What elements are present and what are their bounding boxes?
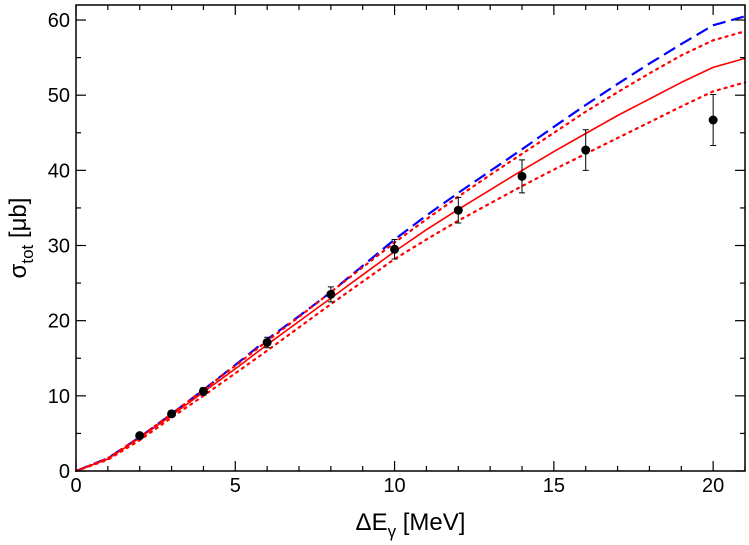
series-dotted-line-2 (74, 30, 747, 473)
data-point (167, 409, 177, 419)
axis-ticks: 0 5 10 15 20 0 10 20 30 40 50 60 (48, 5, 746, 497)
x-axis-title-sub: γ (388, 522, 397, 541)
series-dashed-line-1 (75, 15, 746, 473)
y-tick-label: 20 (48, 311, 70, 333)
y-tick-label: 50 (48, 85, 70, 107)
data-point (326, 286, 336, 303)
theory-curves (74, 15, 747, 473)
plot-frame (75, 4, 746, 472)
y-tick-label: 40 (48, 160, 70, 182)
y-tick-label: 60 (48, 10, 70, 32)
data-point (708, 93, 718, 147)
x-axis-title: ΔEγ [MeV] (356, 509, 466, 541)
data-points (135, 93, 718, 441)
data-point-marker (326, 289, 336, 299)
y-tick-label: 10 (48, 386, 70, 408)
y-axis-title: σtot [μb] (5, 198, 37, 279)
data-point (517, 159, 527, 194)
data-point-marker (262, 337, 272, 347)
data-point-marker (390, 244, 400, 254)
data-point (198, 386, 208, 396)
x-tick-label: 0 (70, 475, 81, 497)
x-axis-title-unit: [MeV] (396, 509, 465, 536)
series-solid-line-3 (75, 57, 746, 472)
data-point (390, 239, 400, 260)
y-tick-label: 0 (59, 461, 70, 483)
data-point-marker (453, 205, 463, 215)
data-point-marker (581, 145, 591, 155)
data-point (581, 129, 591, 171)
y-tick-label: 30 (48, 236, 70, 258)
data-point-marker (198, 386, 208, 396)
data-point-marker (517, 171, 527, 181)
y-axis-title-unit: [μb] (5, 198, 32, 245)
x-tick-label: 15 (543, 475, 565, 497)
x-tick-label: 5 (230, 475, 241, 497)
y-axis-title-sub: tot (18, 244, 37, 263)
data-point (135, 431, 145, 441)
x-tick-label: 10 (383, 475, 405, 497)
data-point-marker (135, 431, 145, 441)
x-axis-title-main: ΔE (356, 509, 388, 536)
y-axis-title-main: σ (5, 263, 32, 278)
data-point (453, 196, 463, 224)
data-point-marker (167, 409, 177, 419)
data-point-marker (708, 115, 718, 125)
data-point (262, 336, 272, 349)
x-tick-label: 20 (702, 475, 724, 497)
